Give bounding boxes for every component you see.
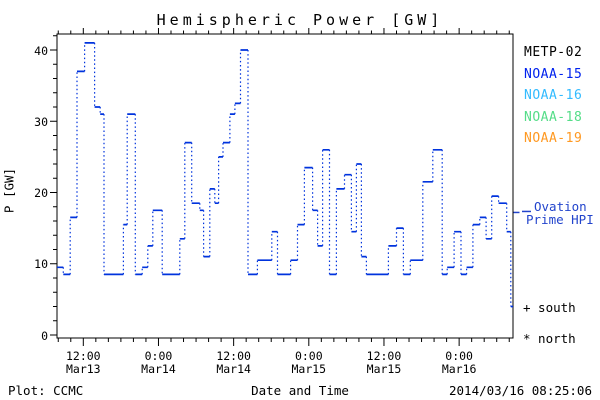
x-tick-label: 0:00 Mar14 [141, 349, 176, 376]
hpi-step-horizontals [57, 42, 513, 308]
legend-item-noaa-18: NOAA-18 [524, 109, 583, 125]
hpi-step-verticals [62, 42, 512, 307]
y-tick-label: 40 [34, 43, 48, 58]
x-axis-label: Date and Time [251, 383, 349, 398]
x-tick-label: 12:00 Mar14 [216, 349, 251, 376]
ovation-legend-line2: Prime HPI [526, 212, 594, 227]
y-tick-label: 10 [34, 257, 48, 272]
x-tick-label: 0:00 Mar16 [441, 349, 477, 376]
y-tick-label: 0 [41, 328, 48, 343]
legend-item-noaa-19: NOAA-19 [524, 131, 583, 147]
x-tick-label: 0:00 Mar15 [291, 349, 327, 376]
y-axis-label: P [GW] [1, 167, 17, 214]
legend-item-metp-02: METP-02 [524, 45, 583, 60]
y-tick-label: 20 [34, 186, 48, 200]
south-marker-legend: + south [523, 300, 576, 315]
x-tick-label: 12:00 Mar13 [65, 349, 101, 376]
legend-item-noaa-16: NOAA-16 [524, 88, 583, 104]
chart-title: Hemispheric Power [GW] [156, 11, 444, 29]
ovation-legend-line1: Ovation [534, 199, 587, 214]
plot-credit: Plot: CCMC [8, 383, 84, 398]
y-tick-label: 30 [34, 114, 48, 129]
timestamp: 2014/03/16 08:25:06 [449, 383, 592, 398]
legend-item-noaa-15: NOAA-15 [524, 66, 583, 82]
north-marker-legend: * north [523, 331, 576, 346]
x-tick-label: 12:00 Mar15 [366, 349, 402, 376]
plot-frame [56, 33, 514, 339]
